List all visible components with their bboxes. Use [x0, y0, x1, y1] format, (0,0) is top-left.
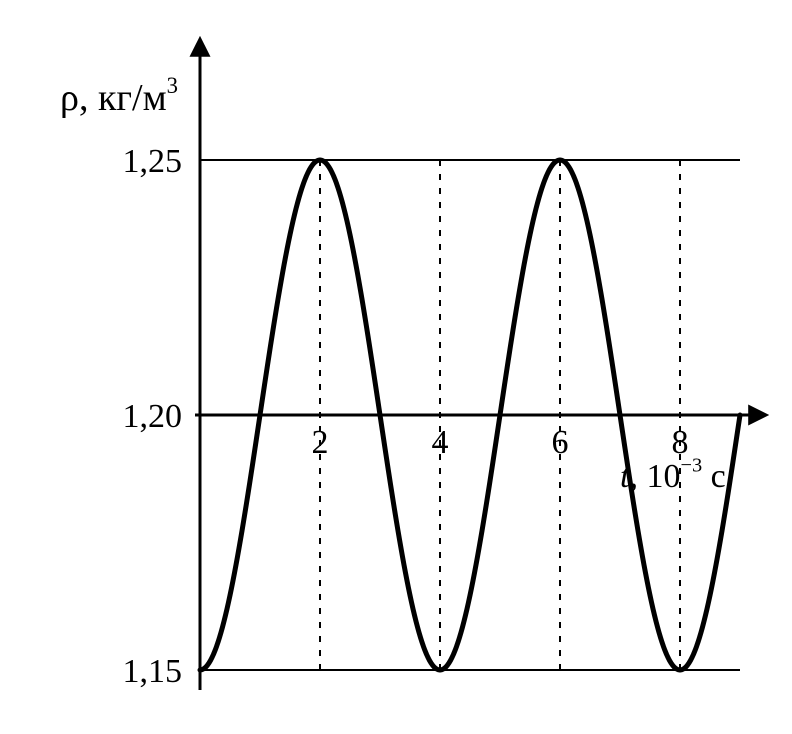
x-tick-label: 2 — [312, 424, 329, 461]
y-tick-label: 1,20 — [123, 398, 183, 435]
y-tick-label: 1,15 — [123, 653, 183, 690]
x-axis-label: t, 10−3 с — [620, 455, 726, 495]
y-axis-label: ρ, кг/м3 — [60, 73, 178, 119]
x-tick-label: 4 — [432, 424, 449, 461]
y-tick-label: 1,25 — [123, 143, 183, 180]
density-oscillation-chart: 1,151,201,252468ρ, кг/м3t, 10−3 с — [0, 0, 792, 734]
x-tick-label: 6 — [552, 424, 569, 461]
